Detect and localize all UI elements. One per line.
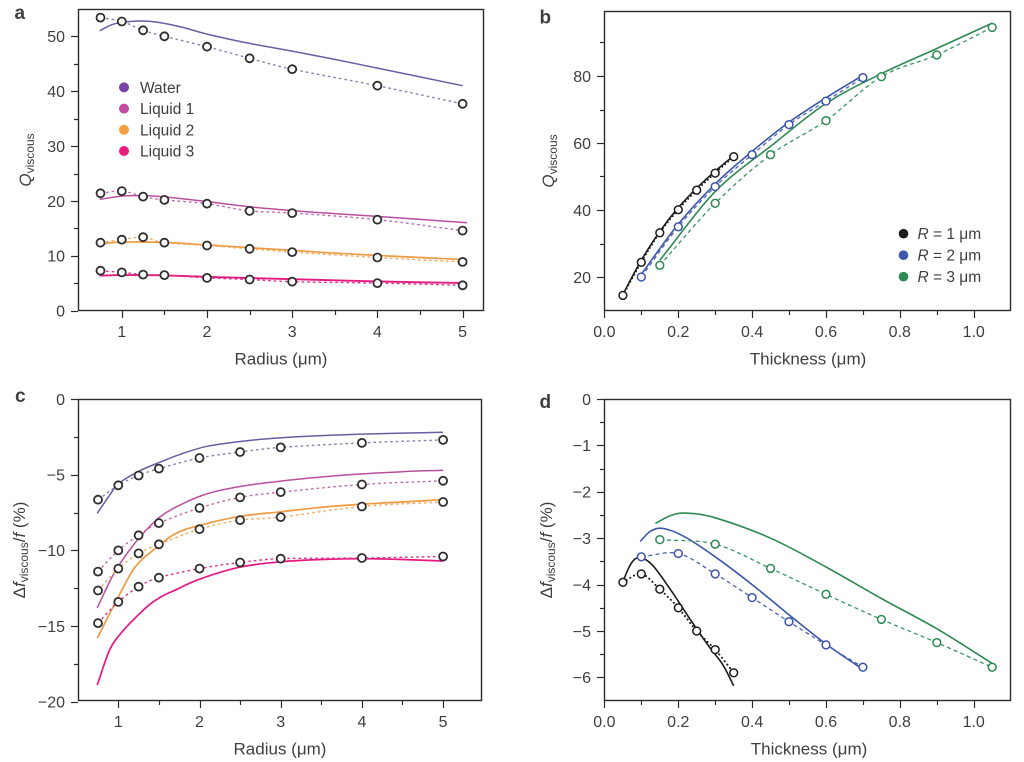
svg-text:R = 3 μm: R = 3 μm <box>918 269 982 286</box>
svg-text:0.4: 0.4 <box>741 324 763 341</box>
svg-text:d: d <box>540 392 552 413</box>
svg-text:−10: −10 <box>38 543 65 560</box>
svg-text:Qviscous: Qviscous <box>16 133 37 186</box>
svg-text:0.8: 0.8 <box>889 324 911 341</box>
svg-text:−1: −1 <box>573 438 591 455</box>
svg-text:R = 1 μm: R = 1 μm <box>918 226 982 243</box>
svg-text:Δfviscous/f (%): Δfviscous/f (%) <box>10 502 31 599</box>
svg-text:0.0: 0.0 <box>593 324 615 341</box>
svg-text:Liquid 1: Liquid 1 <box>140 101 194 118</box>
svg-text:40: 40 <box>47 84 65 101</box>
svg-text:2: 2 <box>195 714 204 731</box>
svg-text:−3: −3 <box>573 531 591 548</box>
svg-text:1.0: 1.0 <box>963 324 985 341</box>
svg-text:c: c <box>15 386 26 407</box>
svg-text:−20: −20 <box>38 695 65 712</box>
svg-text:0.0: 0.0 <box>593 714 615 731</box>
svg-text:1: 1 <box>117 324 126 341</box>
svg-text:20: 20 <box>573 270 591 287</box>
svg-text:a: a <box>15 3 26 24</box>
svg-text:5: 5 <box>439 714 448 731</box>
svg-text:−2: −2 <box>573 485 591 502</box>
svg-text:20: 20 <box>47 194 65 211</box>
svg-text:Liquid 3: Liquid 3 <box>140 144 194 161</box>
svg-text:0: 0 <box>56 392 65 409</box>
svg-text:R = 2 μm: R = 2 μm <box>918 248 982 265</box>
svg-text:0.4: 0.4 <box>741 714 763 731</box>
svg-text:2: 2 <box>203 324 212 341</box>
svg-text:Thickness (μm): Thickness (μm) <box>751 740 868 759</box>
svg-text:0.6: 0.6 <box>815 324 837 341</box>
svg-text:0: 0 <box>56 304 65 321</box>
svg-text:0.8: 0.8 <box>889 714 911 731</box>
svg-text:4: 4 <box>357 714 366 731</box>
svg-text:30: 30 <box>47 139 65 156</box>
svg-text:40: 40 <box>573 203 591 220</box>
svg-text:0: 0 <box>582 392 591 409</box>
svg-text:Δfviscous/f (%): Δfviscous/f (%) <box>537 502 558 599</box>
svg-text:4: 4 <box>373 324 382 341</box>
svg-text:80: 80 <box>573 69 591 86</box>
svg-text:Radius (μm): Radius (μm) <box>234 740 327 759</box>
svg-text:0.2: 0.2 <box>667 714 689 731</box>
svg-text:0.6: 0.6 <box>815 714 837 731</box>
svg-text:50: 50 <box>47 29 65 46</box>
svg-text:−15: −15 <box>38 619 65 636</box>
svg-text:5: 5 <box>458 324 467 341</box>
svg-text:Liquid 2: Liquid 2 <box>140 122 194 139</box>
svg-text:−5: −5 <box>47 468 65 485</box>
svg-text:1: 1 <box>114 714 123 731</box>
svg-text:60: 60 <box>573 136 591 153</box>
svg-text:Thickness (μm): Thickness (μm) <box>750 350 867 369</box>
svg-text:Qviscous: Qviscous <box>539 134 560 187</box>
svg-text:−6: −6 <box>573 670 591 687</box>
svg-text:−4: −4 <box>573 577 591 594</box>
svg-text:Water: Water <box>140 80 181 97</box>
svg-text:10: 10 <box>47 249 65 266</box>
svg-text:3: 3 <box>276 714 285 731</box>
svg-text:−5: −5 <box>573 624 591 641</box>
svg-text:3: 3 <box>288 324 297 341</box>
svg-text:Radius (μm): Radius (μm) <box>235 350 328 369</box>
svg-text:0.2: 0.2 <box>667 324 689 341</box>
svg-text:1.0: 1.0 <box>963 714 985 731</box>
svg-text:b: b <box>540 8 552 29</box>
